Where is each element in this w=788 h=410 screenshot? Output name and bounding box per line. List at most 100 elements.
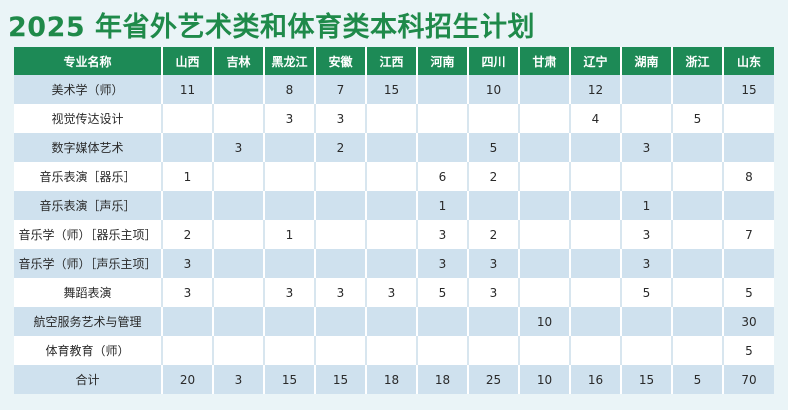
quota-cell [620,104,672,133]
quota-cell [263,162,315,191]
quota-cell: 5 [671,365,723,394]
quota-cell [212,336,264,365]
quota-cell [365,133,417,162]
quota-cell [416,336,468,365]
quota-cell: 15 [620,365,672,394]
quota-cell: 18 [365,365,417,394]
quota-cell: 2 [467,220,519,249]
quota-cell [518,162,570,191]
enrollment-plan-table: 专业名称 山西 吉林 黑龙江 安徽 江西 河南 四川 甘肃 辽宁 湖南 浙江 山… [14,47,774,394]
quota-cell [722,249,774,278]
quota-cell [212,162,264,191]
quota-cell: 10 [518,365,570,394]
quota-cell [569,133,621,162]
table-row: 视觉传达设计 3 3 4 5 [14,104,774,133]
quota-cell [263,191,315,220]
quota-cell [620,307,672,336]
quota-cell: 3 [416,220,468,249]
table-row: 音乐表演［声乐］ 1 1 [14,191,774,220]
quota-cell [569,220,621,249]
quota-cell: 6 [416,162,468,191]
major-name-cell: 舞蹈表演 [14,278,162,307]
quota-cell [365,220,417,249]
quota-cell: 4 [569,104,621,133]
quota-cell [671,220,723,249]
quota-cell [263,307,315,336]
quota-cell: 3 [620,249,672,278]
quota-cell: 15 [263,365,315,394]
major-name-cell: 音乐表演［声乐］ [14,191,162,220]
quota-cell [671,75,723,104]
quota-cell [671,162,723,191]
table-row: 音乐表演［器乐］ 1 6 2 8 [14,162,774,191]
table-header-row: 专业名称 山西 吉林 黑龙江 安徽 江西 河南 四川 甘肃 辽宁 湖南 浙江 山… [14,47,774,75]
quota-cell [161,104,213,133]
quota-cell: 2 [314,133,366,162]
table-row: 数字媒体艺术 3 2 5 3 [14,133,774,162]
quota-cell [365,191,417,220]
header-province: 山东 [722,47,774,75]
quota-cell: 8 [722,162,774,191]
quota-cell [722,191,774,220]
quota-cell [161,336,213,365]
quota-cell [263,133,315,162]
quota-cell [263,249,315,278]
quota-cell: 15 [314,365,366,394]
quota-cell [467,191,519,220]
quota-cell: 15 [722,75,774,104]
quota-cell [467,336,519,365]
quota-cell: 25 [467,365,519,394]
quota-cell [365,307,417,336]
quota-cell: 3 [263,104,315,133]
quota-cell [467,307,519,336]
quota-cell [569,162,621,191]
quota-cell: 3 [161,278,213,307]
quota-cell: 3 [620,220,672,249]
major-name-cell: 合计 [14,365,162,394]
quota-cell: 3 [314,104,366,133]
quota-cell [314,162,366,191]
quota-cell: 1 [416,191,468,220]
quota-cell: 5 [722,336,774,365]
header-province: 河南 [416,47,468,75]
quota-cell: 30 [722,307,774,336]
quota-cell [212,191,264,220]
quota-cell [314,220,366,249]
quota-cell [671,336,723,365]
quota-cell: 3 [467,249,519,278]
quota-cell [518,191,570,220]
quota-cell: 5 [467,133,519,162]
quota-cell [569,336,621,365]
quota-cell: 5 [722,278,774,307]
quota-cell: 1 [620,191,672,220]
quota-cell: 3 [314,278,366,307]
quota-cell [722,104,774,133]
major-name-cell: 航空服务艺术与管理 [14,307,162,336]
quota-cell: 16 [569,365,621,394]
quota-cell: 3 [467,278,519,307]
quota-cell [569,191,621,220]
quota-cell [722,133,774,162]
page-title: 2025 年省外艺术类和体育类本科招生计划 [8,12,536,43]
major-name-cell: 视觉传达设计 [14,104,162,133]
quota-cell [467,104,519,133]
major-name-cell: 音乐学（师）［器乐主项］ [14,220,162,249]
quota-cell [365,104,417,133]
quota-cell [212,249,264,278]
quota-cell [518,220,570,249]
quota-cell: 2 [161,220,213,249]
quota-cell [161,133,213,162]
quota-cell [569,307,621,336]
quota-cell: 8 [263,75,315,104]
quota-cell: 11 [161,75,213,104]
quota-cell [314,307,366,336]
major-name-cell: 美术学（师） [14,75,162,104]
header-province: 安徽 [314,47,366,75]
header-province: 黑龙江 [263,47,315,75]
quota-cell: 7 [722,220,774,249]
quota-cell [314,336,366,365]
quota-cell [671,278,723,307]
quota-cell: 12 [569,75,621,104]
header-province: 辽宁 [569,47,621,75]
quota-cell [365,162,417,191]
